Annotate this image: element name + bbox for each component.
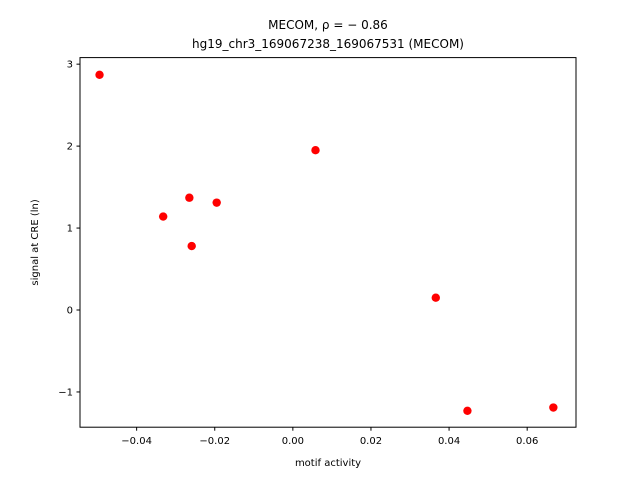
data-point-6	[187, 241, 196, 251]
x-tick-label: 0.06	[516, 436, 538, 447]
data-point-9	[549, 403, 558, 412]
data-point-2	[311, 146, 320, 155]
y-tick-label: 1	[67, 224, 73, 235]
data-point-3	[185, 193, 194, 202]
y-axis-label: signal at CRE (ln)	[30, 199, 41, 285]
x-tick-label: 0.04	[438, 436, 460, 447]
data-point-8	[463, 406, 472, 416]
data-point-4	[212, 198, 221, 207]
x-axis-label: motif activity	[295, 458, 361, 469]
data-points	[95, 70, 558, 416]
data-point-1	[95, 70, 104, 80]
chart-title-line2: hg19_chr3_169067238_169067531 (MECOM)	[192, 37, 464, 51]
x-axis-ticks: −0.04 −0.02 0.00 0.02 0.04 0.06	[121, 427, 538, 447]
y-tick-label: 2	[67, 142, 73, 153]
y-tick-label: 0	[67, 306, 73, 317]
y-tick-label: 3	[67, 60, 73, 71]
y-axis-ticks: −1 0 1 2 3	[58, 60, 80, 398]
x-tick-label: −0.02	[199, 436, 230, 447]
x-tick-label: −0.04	[121, 436, 152, 447]
chart-title-line1: MECOM, ρ = − 0.86	[268, 18, 388, 32]
plot-frame	[79, 57, 577, 428]
x-tick-label: 0.02	[360, 436, 382, 447]
data-point-7	[431, 293, 440, 302]
data-point-5	[158, 212, 168, 221]
x-tick-label: 0.00	[282, 436, 304, 447]
y-tick-label: −1	[58, 387, 73, 398]
